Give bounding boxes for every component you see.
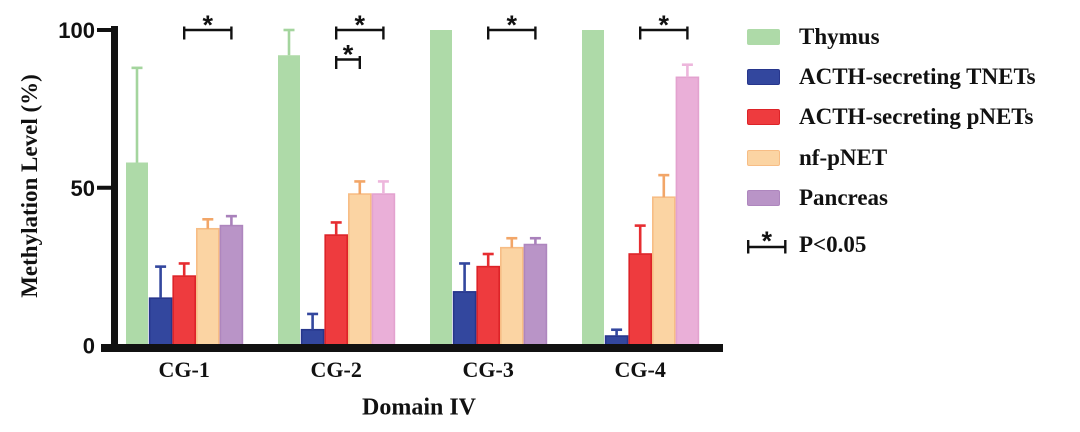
bar-pancreas-cg-2 [371, 193, 396, 348]
bar-thymus-cg-4 [582, 30, 604, 347]
bar-nf-pnet-cg-1 [196, 227, 220, 348]
y-tick-50 [97, 185, 111, 190]
bar-acth-secreting-pnets-cg-2 [324, 234, 349, 348]
sig-bracket-cg-2-1-star: * [355, 10, 366, 40]
y-axis-line [111, 26, 118, 352]
sig-bracket-cg-4-4-star: * [659, 10, 670, 40]
bar-thymus-cg-3 [430, 30, 452, 347]
x-category-label-cg-2: CG-2 [311, 357, 362, 382]
bar-acth-secreting-tnets-cg-2 [300, 328, 325, 348]
bar-thymus-cg-2 [278, 55, 300, 347]
x-category-label-cg-3: CG-3 [463, 357, 514, 382]
bar-acth-secreting-tnets-cg-3 [452, 291, 477, 348]
bar-pancreas-cg-3 [523, 243, 548, 348]
bar-nf-pnet-cg-2 [347, 193, 372, 348]
y-tick-label-100: 100 [58, 18, 95, 43]
sig-bracket-cg-2-2-star: * [343, 40, 354, 70]
bar-acth-secreting-pnets-cg-4 [628, 253, 653, 348]
bar-pancreas-cg-4 [675, 76, 700, 348]
bar-acth-secreting-pnets-cg-1 [172, 275, 196, 348]
bar-thymus-cg-1 [126, 162, 148, 347]
legend-note-star: * [762, 226, 773, 256]
x-axis-title: Domain IV [361, 394, 477, 421]
x-axis-line [101, 344, 723, 352]
bar-acth-secreting-pnets-cg-3 [476, 265, 501, 348]
x-category-label-cg-1: CG-1 [159, 357, 210, 382]
sig-bracket-cg-1-0-star: * [203, 10, 214, 40]
y-axis-title: Methylation Level (%) [17, 74, 42, 298]
bar-acth-secreting-tnets-cg-1 [148, 297, 173, 348]
y-tick-label-50: 50 [71, 176, 95, 201]
bar-nf-pnet-cg-3 [499, 246, 524, 348]
bar-pancreas-cg-1 [219, 224, 244, 348]
sig-bracket-cg-3-3-star: * [507, 10, 518, 40]
x-category-label-cg-4: CG-4 [615, 357, 666, 382]
bar-nf-pnet-cg-4 [651, 196, 676, 348]
y-tick-100 [97, 28, 111, 32]
y-tick-label-0: 0 [83, 334, 95, 359]
